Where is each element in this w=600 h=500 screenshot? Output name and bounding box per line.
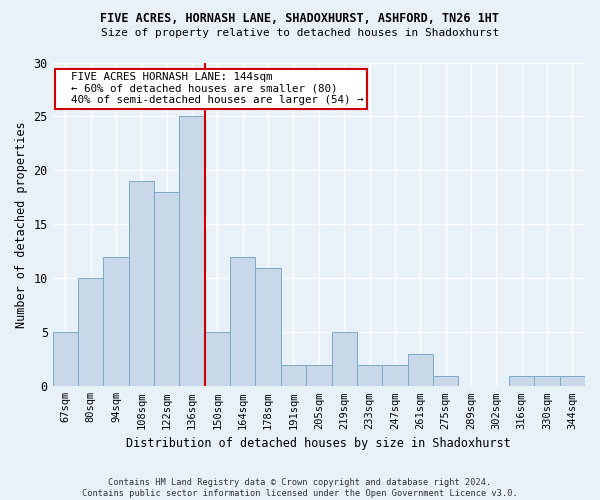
X-axis label: Distribution of detached houses by size in Shadoxhurst: Distribution of detached houses by size … — [127, 437, 511, 450]
Bar — [560, 376, 585, 386]
Bar — [332, 332, 357, 386]
Bar — [407, 354, 433, 386]
Bar — [306, 364, 332, 386]
Bar — [535, 376, 560, 386]
Bar — [230, 257, 256, 386]
Bar — [78, 278, 103, 386]
Bar — [179, 116, 205, 386]
Bar — [509, 376, 535, 386]
Bar — [281, 364, 306, 386]
Bar — [103, 257, 129, 386]
Bar — [433, 376, 458, 386]
Bar — [357, 364, 382, 386]
Text: FIVE ACRES HORNASH LANE: 144sqm
  ← 60% of detached houses are smaller (80)
  40: FIVE ACRES HORNASH LANE: 144sqm ← 60% of… — [58, 72, 364, 106]
Y-axis label: Number of detached properties: Number of detached properties — [15, 121, 28, 328]
Text: Contains HM Land Registry data © Crown copyright and database right 2024.
Contai: Contains HM Land Registry data © Crown c… — [82, 478, 518, 498]
Bar — [53, 332, 78, 386]
Bar — [382, 364, 407, 386]
Text: Size of property relative to detached houses in Shadoxhurst: Size of property relative to detached ho… — [101, 28, 499, 38]
Bar — [129, 181, 154, 386]
Bar — [154, 192, 179, 386]
Bar — [256, 268, 281, 386]
Bar — [205, 332, 230, 386]
Text: FIVE ACRES, HORNASH LANE, SHADOXHURST, ASHFORD, TN26 1HT: FIVE ACRES, HORNASH LANE, SHADOXHURST, A… — [101, 12, 499, 26]
